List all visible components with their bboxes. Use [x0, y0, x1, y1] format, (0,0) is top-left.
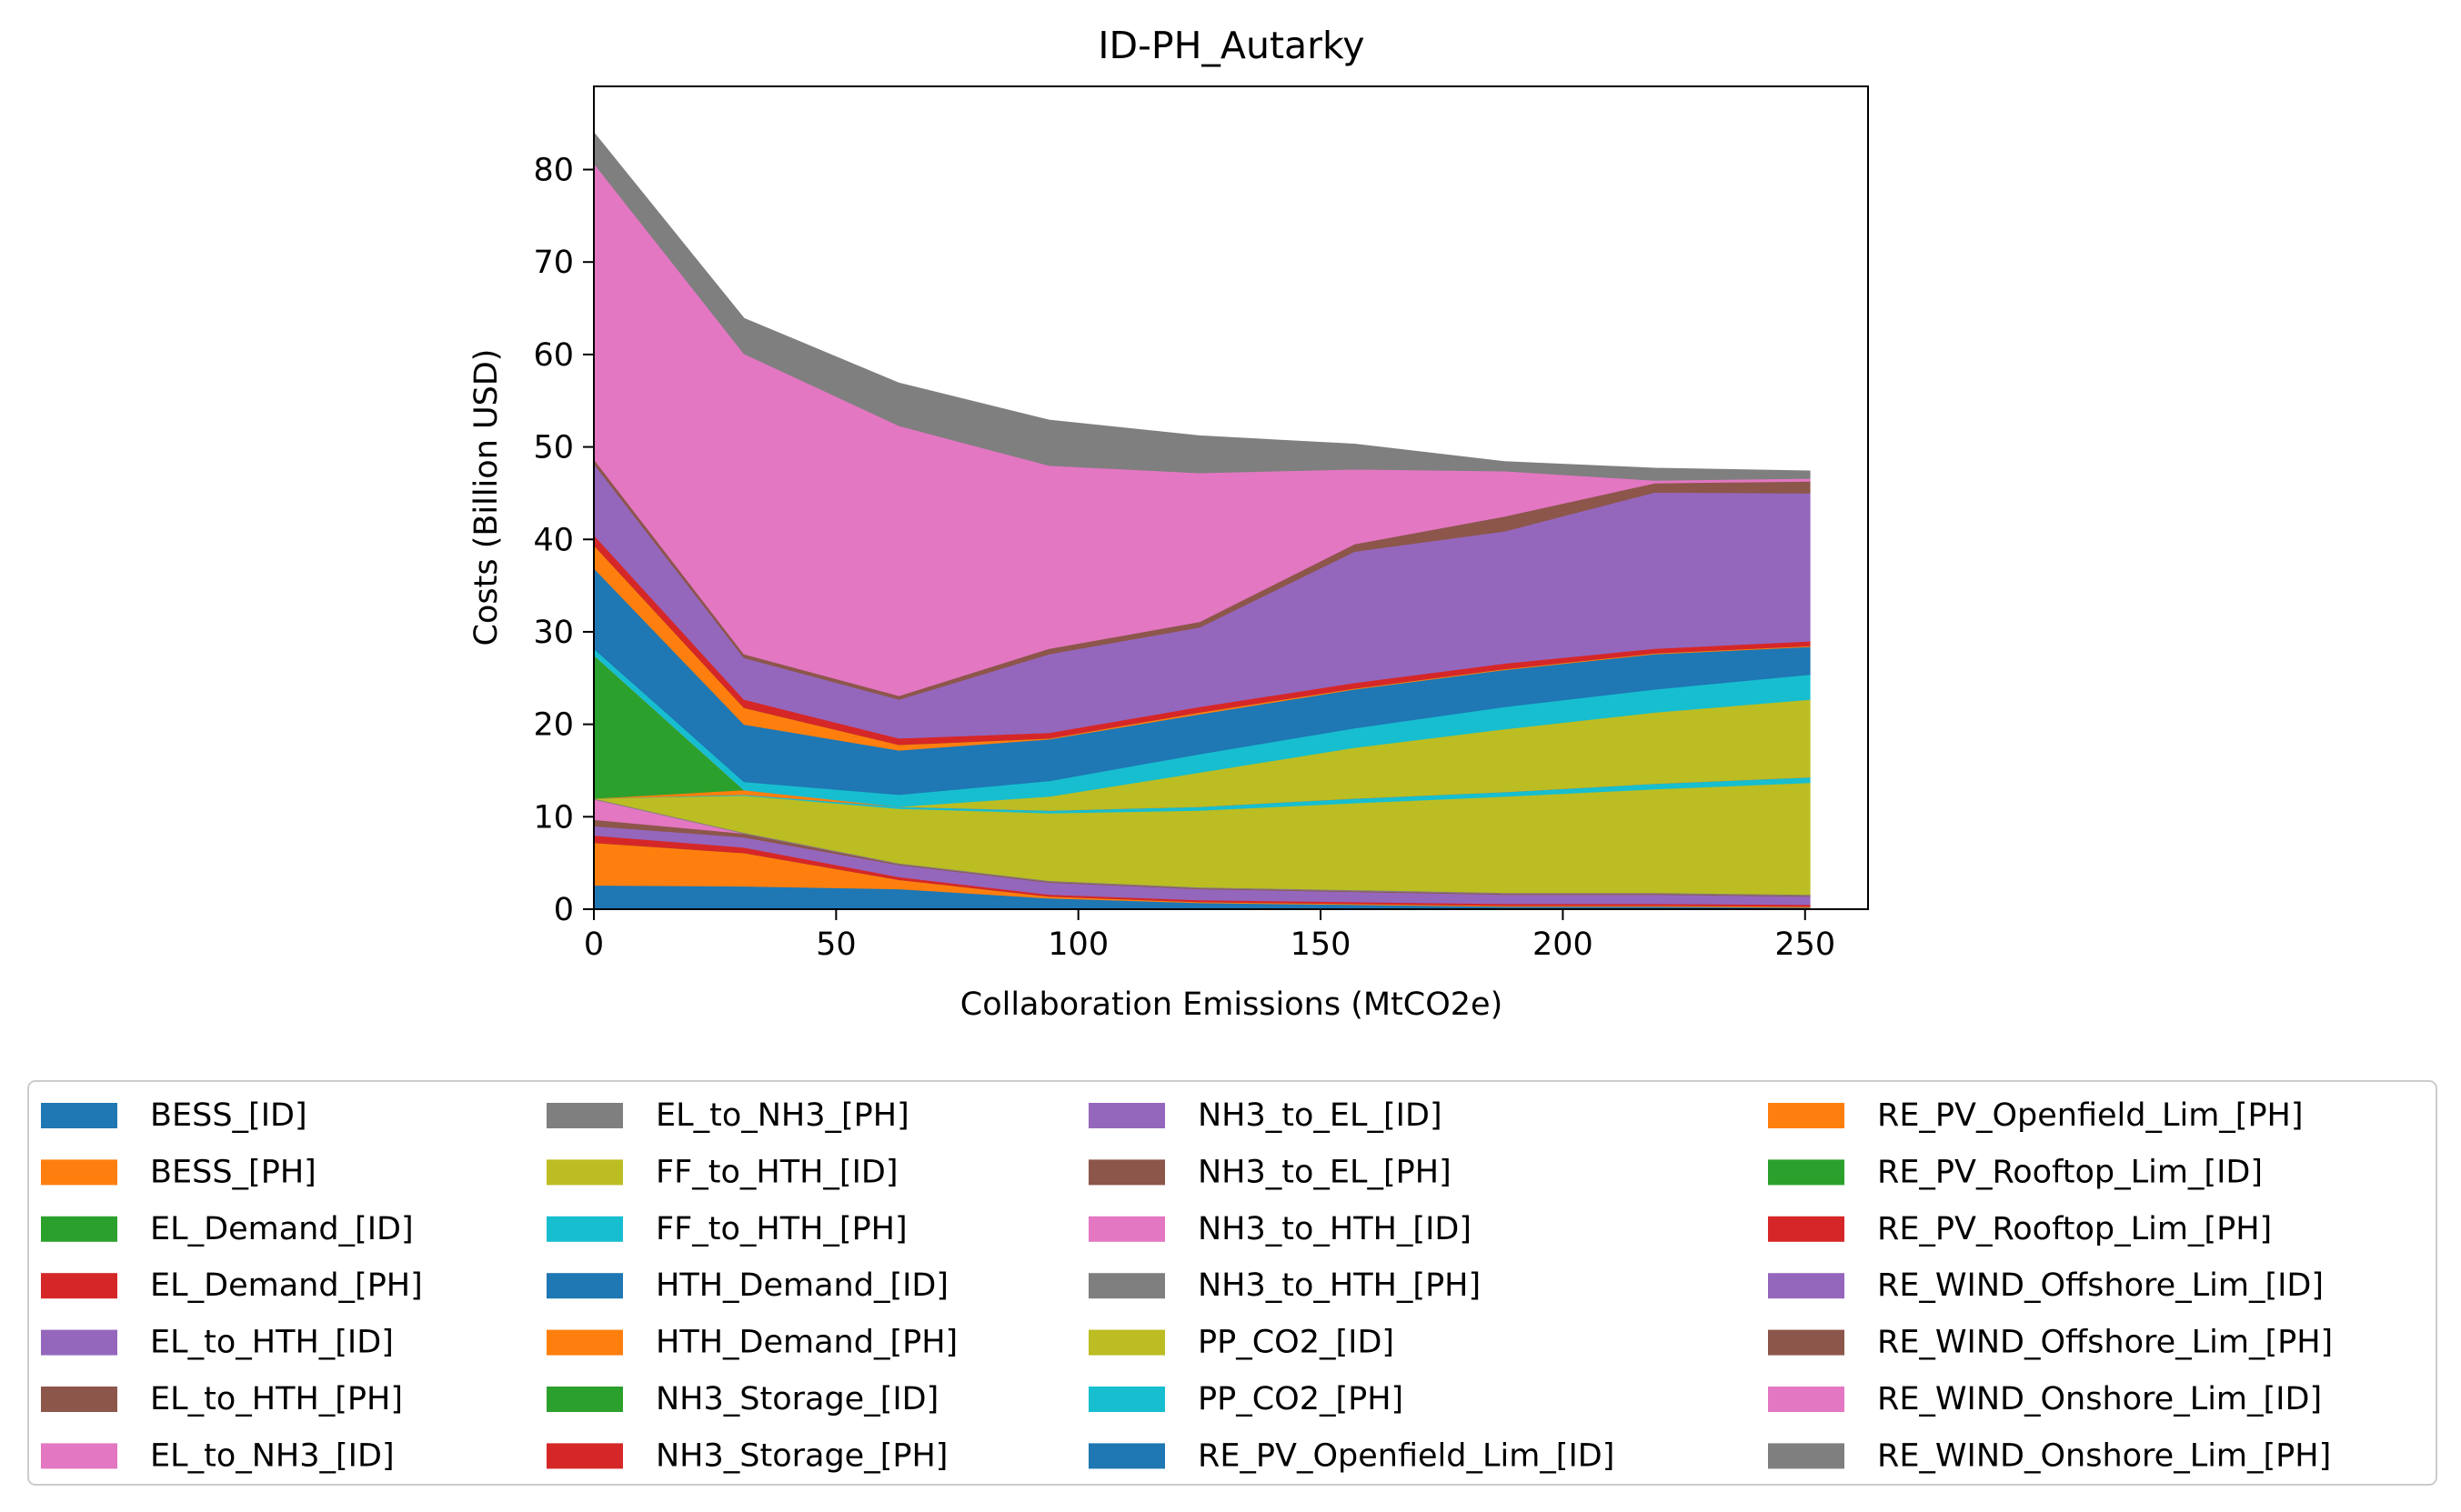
legend-label: NH3_to_EL_[ID] [1198, 1097, 1442, 1134]
legend-swatch [547, 1387, 623, 1412]
legend-swatch [41, 1103, 117, 1128]
legend-label: FF_to_HTH_[ID] [656, 1154, 899, 1190]
legend-label: PP_CO2_[ID] [1198, 1325, 1394, 1361]
x-axis-title: Collaboration Emissions (MtCO2e) [960, 986, 1503, 1023]
legend-swatch [1768, 1387, 1844, 1412]
x-axis: 0 50 100 150 200 250 [584, 909, 1835, 963]
legend-label: NH3_to_HTH_[ID] [1198, 1211, 1472, 1247]
legend-swatch [547, 1329, 623, 1356]
y-axis: 0 10 20 30 40 50 60 70 80 [533, 153, 594, 928]
legend-swatch [1089, 1387, 1165, 1412]
legend-swatch [41, 1443, 117, 1469]
y-tick-label: 80 [533, 153, 574, 189]
legend-label: BESS_[PH] [150, 1154, 316, 1190]
legend-swatch [1089, 1216, 1165, 1242]
legend-swatch [547, 1159, 623, 1186]
legend-swatch [41, 1273, 117, 1299]
legend-label: PP_CO2_[PH] [1198, 1381, 1403, 1417]
legend-swatch [547, 1103, 623, 1128]
legend-label: RE_PV_Rooftop_Lim_[ID] [1877, 1154, 2263, 1190]
y-tick-label: 20 [533, 707, 574, 744]
legend-label: RE_WIND_Offshore_Lim_[ID] [1877, 1267, 2324, 1304]
y-tick-label: 70 [533, 245, 574, 281]
legend-swatch [1089, 1329, 1165, 1356]
x-tick-label: 200 [1532, 926, 1593, 963]
legend-swatch [1768, 1273, 1844, 1299]
legend-swatch [41, 1159, 117, 1186]
y-axis-title: Costs (Billion USD) [468, 349, 505, 646]
legend-swatch [1768, 1103, 1844, 1128]
legend-label: EL_to_NH3_[PH] [656, 1097, 909, 1134]
legend-label: HTH_Demand_[PH] [656, 1325, 958, 1361]
y-tick-label: 60 [533, 337, 574, 374]
y-tick-label: 40 [533, 522, 574, 558]
x-tick-label: 100 [1048, 926, 1109, 963]
legend: BESS_[ID] BESS_[PH] EL_Demand_[ID] EL_Deman… [27, 1080, 2437, 1486]
legend-swatch [41, 1329, 117, 1356]
legend-label: HTH_Demand_[ID] [656, 1267, 949, 1304]
y-tick-label: 50 [533, 430, 574, 466]
legend-swatch [1768, 1443, 1844, 1469]
legend-swatch [41, 1216, 117, 1242]
x-tick-label: 150 [1291, 926, 1351, 963]
legend-label: EL_Demand_[ID] [150, 1211, 414, 1247]
y-tick-label: 30 [533, 615, 574, 651]
legend-swatch [1089, 1159, 1165, 1186]
legend-label: RE_WIND_Onshore_Lim_[ID] [1877, 1381, 2322, 1417]
legend-label: BESS_[ID] [150, 1097, 307, 1134]
x-tick-label: 0 [584, 926, 604, 963]
legend-label: RE_PV_Openfield_Lim_[PH] [1877, 1097, 2304, 1134]
legend-label: RE_PV_Rooftop_Lim_[PH] [1877, 1211, 2272, 1247]
legend-label: RE_WIND_Onshore_Lim_[PH] [1877, 1437, 2331, 1474]
legend-swatch [1089, 1103, 1165, 1128]
legend-label: NH3_Storage_[ID] [656, 1381, 939, 1417]
legend-label: NH3_Storage_[PH] [656, 1437, 948, 1474]
legend-swatch [1768, 1159, 1844, 1186]
legend-label: RE_WIND_Offshore_Lim_[PH] [1877, 1325, 2333, 1361]
legend-label: EL_to_NH3_[ID] [150, 1437, 395, 1474]
y-tick-label: 10 [533, 799, 574, 836]
legend-label: RE_PV_Openfield_Lim_[ID] [1198, 1437, 1614, 1474]
legend-swatch [1768, 1329, 1844, 1356]
legend-swatch [1768, 1216, 1844, 1242]
area-RE_WIND_Onshore_Lim_[PH] [593, 132, 1811, 481]
legend-swatch [547, 1443, 623, 1469]
legend-label: EL_to_HTH_[ID] [150, 1325, 394, 1361]
legend-label: NH3_to_EL_[PH] [1198, 1154, 1451, 1190]
legend-swatch [547, 1216, 623, 1242]
legend-swatch [41, 1387, 117, 1412]
plot-frame [593, 85, 1869, 910]
y-tick-label: 0 [554, 892, 574, 928]
legend-label: NH3_to_HTH_[PH] [1198, 1267, 1481, 1304]
legend-label: EL_to_HTH_[PH] [150, 1381, 403, 1417]
x-tick-label: 250 [1774, 926, 1835, 963]
legend-label: EL_Demand_[PH] [150, 1267, 423, 1304]
chart-title: ID-PH_Autarky [1098, 24, 1364, 67]
x-tick-label: 50 [816, 926, 857, 963]
legend-swatch [547, 1273, 623, 1299]
area-layers [593, 132, 1811, 910]
legend-swatch [1089, 1443, 1165, 1469]
legend-swatch [1089, 1273, 1165, 1299]
legend-label: FF_to_HTH_[PH] [656, 1211, 908, 1247]
